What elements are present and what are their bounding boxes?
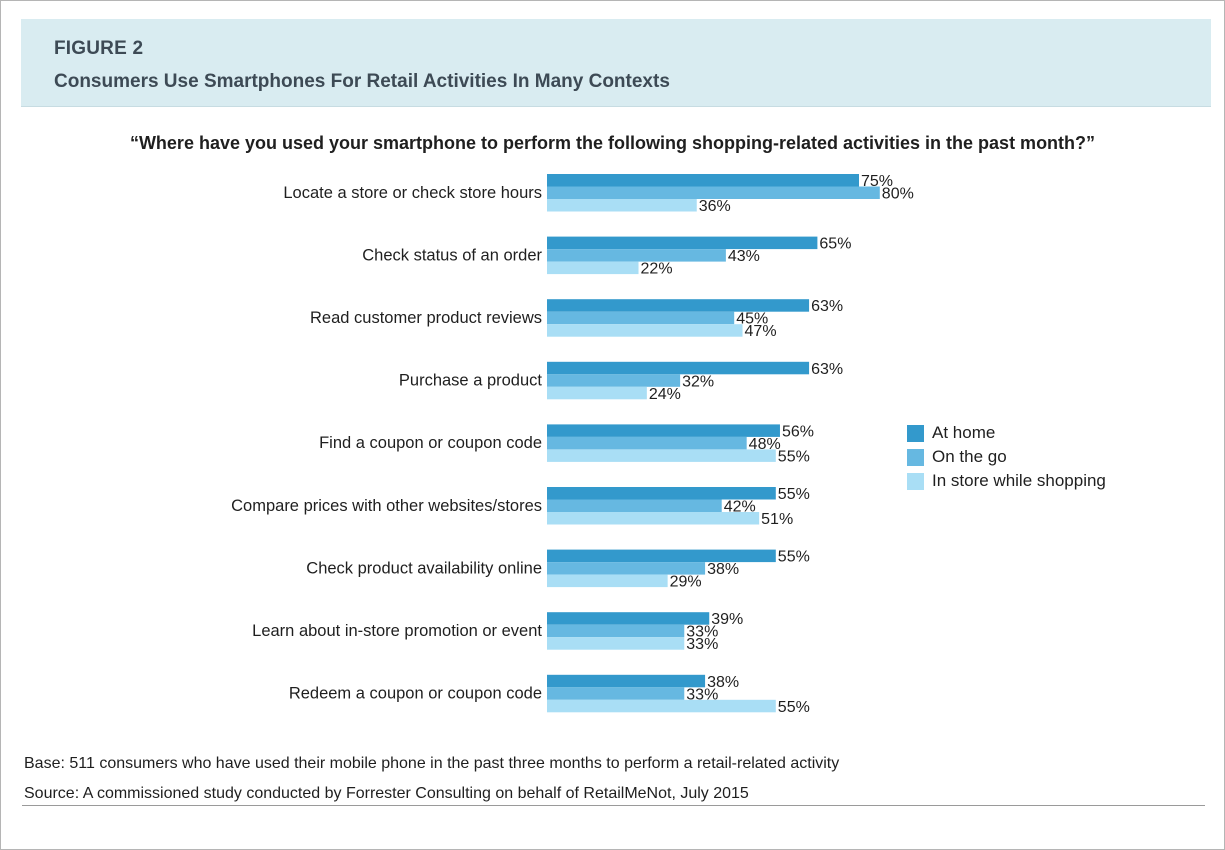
bar-on-the-go xyxy=(547,562,706,575)
data-label-at-home: 75% xyxy=(861,173,893,190)
data-label-at-home: 56% xyxy=(782,423,814,440)
legend-label-in-store: In store while shopping xyxy=(932,471,1106,490)
data-label-in-store: 47% xyxy=(745,323,777,340)
bar-at-home xyxy=(547,424,780,437)
data-label-in-store: 55% xyxy=(778,699,810,716)
legend-swatch-at-home xyxy=(907,424,924,442)
data-label-in-store: 29% xyxy=(670,574,702,591)
bar-in-store xyxy=(547,512,760,525)
category-label: Check product availability online xyxy=(306,559,542,577)
bar-at-home xyxy=(547,236,818,250)
figure-label: FIGURE 2 xyxy=(54,38,144,59)
bar-on-the-go xyxy=(547,687,685,700)
category-label: Compare prices with other websites/store… xyxy=(231,497,542,515)
figure-title: Consumers Use Smartphones For Retail Act… xyxy=(54,71,670,92)
category-label: Learn about in-store promotion or event xyxy=(252,622,542,640)
data-label-in-store: 22% xyxy=(641,261,673,278)
data-label-on-the-go: 38% xyxy=(707,561,739,578)
category-label: Locate a store or check store hours xyxy=(283,184,542,202)
bar-at-home xyxy=(547,299,810,312)
legend-item-at-home: At home xyxy=(907,421,1106,445)
legend-label-at-home: At home xyxy=(932,423,996,442)
category-label: Purchase a product xyxy=(399,372,543,390)
data-label-on-the-go: 42% xyxy=(724,499,756,516)
data-label-at-home: 39% xyxy=(711,611,743,628)
legend-item-in-store: In store while shopping xyxy=(907,469,1106,493)
bar-at-home xyxy=(547,612,710,625)
data-label-at-home: 55% xyxy=(778,486,810,503)
data-label-in-store: 51% xyxy=(761,511,793,528)
bar-on-the-go xyxy=(547,624,685,638)
bar-on-the-go xyxy=(547,186,880,199)
bar-in-store xyxy=(547,637,685,650)
bar-in-store xyxy=(547,324,743,337)
data-label-at-home: 65% xyxy=(819,236,851,253)
bar-at-home xyxy=(547,674,706,688)
category-label: Find a coupon or coupon code xyxy=(319,434,542,452)
bar-on-the-go xyxy=(547,311,735,325)
data-label-at-home: 63% xyxy=(811,298,843,315)
bar-on-the-go xyxy=(547,499,722,512)
base-note: Base: 511 consumers who have used their … xyxy=(24,755,840,772)
data-label-on-the-go: 80% xyxy=(882,186,914,203)
chart-legend: At home On the go In store while shoppin… xyxy=(907,421,1106,493)
bar-on-the-go xyxy=(547,436,747,450)
bar-in-store xyxy=(547,199,697,212)
bar-at-home xyxy=(547,487,776,500)
bar-in-store xyxy=(547,386,647,400)
category-label: Check status of an order xyxy=(362,246,542,264)
data-label-at-home: 55% xyxy=(778,549,810,566)
bar-at-home xyxy=(547,361,810,375)
data-label-at-home: 63% xyxy=(811,361,843,378)
bar-in-store xyxy=(547,699,776,713)
bar-in-store xyxy=(547,574,668,588)
legend-item-on-the-go: On the go xyxy=(907,445,1106,469)
chart-title: “Where have you used your smartphone to … xyxy=(129,133,1096,153)
legend-swatch-on-the-go xyxy=(907,448,924,466)
bar-on-the-go xyxy=(547,374,681,387)
data-label-on-the-go: 33% xyxy=(686,624,718,641)
bar-in-store xyxy=(547,449,776,462)
data-label-on-the-go: 43% xyxy=(728,248,760,265)
category-label: Read customer product reviews xyxy=(310,309,542,327)
figure-header: FIGURE 2 Consumers Use Smartphones For R… xyxy=(21,19,1211,107)
data-label-in-store: 33% xyxy=(686,636,718,653)
source-note: Source: A commissioned study conducted b… xyxy=(24,785,749,802)
data-label-at-home: 38% xyxy=(707,674,739,691)
data-label-in-store: 36% xyxy=(699,198,731,215)
data-label-in-store: 24% xyxy=(649,386,681,403)
data-label-on-the-go: 48% xyxy=(749,436,781,453)
bar-on-the-go xyxy=(547,249,726,262)
legend-swatch-in-store xyxy=(907,472,924,490)
legend-label-on-the-go: On the go xyxy=(932,447,1007,466)
data-label-on-the-go: 45% xyxy=(736,311,768,328)
bar-at-home xyxy=(547,549,776,563)
bar-at-home xyxy=(547,174,859,187)
footer-divider xyxy=(22,805,1205,806)
category-label: Redeem a coupon or coupon code xyxy=(289,685,542,703)
data-label-on-the-go: 32% xyxy=(682,373,714,390)
bar-in-store xyxy=(547,261,639,275)
data-label-on-the-go: 33% xyxy=(686,686,718,703)
data-label-in-store: 55% xyxy=(778,448,810,465)
